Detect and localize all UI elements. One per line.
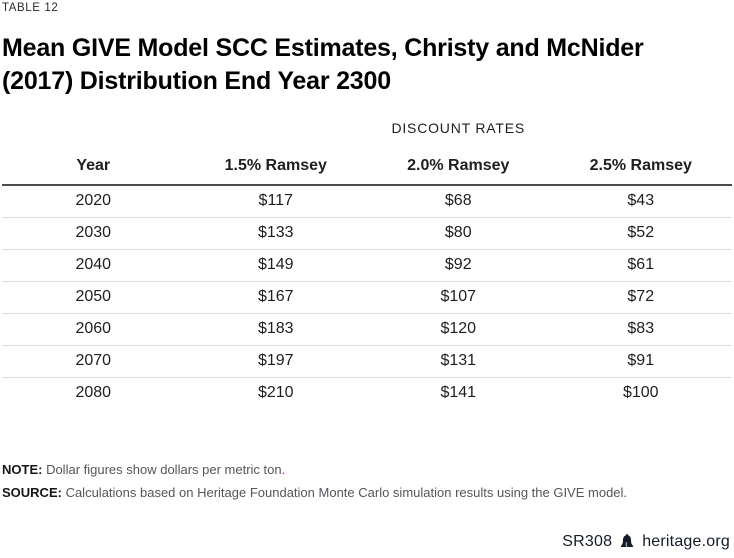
heritage-link[interactable]: heritage.org [642,533,730,550]
source-line: SOURCE: Calculations based on Heritage F… [2,481,732,504]
column-header-row: Year 1.5% Ramsey 2.0% Ramsey 2.5% Ramsey [2,142,732,186]
column-header-ramsey-15: 1.5% Ramsey [184,142,367,186]
year-cell: 2030 [2,217,185,250]
group-header-spacer [2,112,185,142]
year-cell: 2070 [2,345,185,378]
table-row: 2020 $117 $68 $43 [2,185,732,218]
table-number-label: TABLE 12 [2,2,59,14]
value-cell: $80 [367,217,550,250]
scc-estimates-table: DISCOUNT RATES Year 1.5% Ramsey 2.0% Ram… [2,112,732,409]
footer: SR308 heritage.org [562,533,730,551]
table-row: 2070 $197 $131 $91 [2,345,732,378]
note-label: NOTE: [2,462,43,477]
note-period: . [281,462,286,477]
value-cell: $61 [549,249,732,282]
value-cell: $183 [184,313,367,346]
table-row: 2030 $133 $80 $52 [2,217,732,250]
year-cell: 2040 [2,249,185,282]
table-row: 2060 $183 $120 $83 [2,313,732,346]
note-text: Dollar figures show dollars per metric t… [42,462,282,477]
value-cell: $210 [257,384,294,401]
liberty-bell-icon [619,534,635,550]
value-cell: $197 [184,345,367,378]
value-cell: $117 [184,185,367,218]
value-cell: $72 [549,281,732,314]
value-cell: $141 [440,384,477,401]
value-cell: $149 [184,249,367,282]
value-cell: $92 [367,249,550,282]
value-cell: $133 [184,217,367,250]
source-label: SOURCE: [2,485,62,500]
table-body: 2020 $117 $68 $43 2030 $133 $80 $52 2040 $149 $92 $… [2,185,732,409]
column-header-ramsey-20: 2.0% Ramsey [367,142,550,186]
year-cell: 2050 [2,281,185,314]
table-row: 2040 $149 $92 $61 [2,249,732,282]
year-cell: 2080 [75,384,112,401]
value-cell: $91 [549,345,732,378]
value-cell: $68 [367,185,550,218]
group-header-row: DISCOUNT RATES [2,112,732,142]
column-header-year: Year [2,142,185,186]
value-cell: $52 [549,217,732,250]
value-cell: $107 [367,281,550,314]
discount-rates-header: DISCOUNT RATES [391,120,526,136]
value-cell: $120 [367,313,550,346]
value-cell: $131 [367,345,550,378]
value-cell: $83 [549,313,732,346]
value-cell: $100 [622,384,659,401]
year-cell: 2060 [2,313,185,346]
report-id: SR308 [562,533,613,550]
page-title: Mean GIVE Model SCC Estimates, Christy a… [2,34,644,95]
value-cell: $43 [549,185,732,218]
notes-block: NOTE: Dollar figures show dollars per me… [2,458,732,504]
value-cell: $167 [184,281,367,314]
year-cell: 2020 [2,185,185,218]
table-row: 2080 $210 $141 $100 [2,378,732,410]
note-line: NOTE: Dollar figures show dollars per me… [2,458,732,481]
source-text: Calculations based on Heritage Foundatio… [61,485,628,500]
column-header-ramsey-25: 2.5% Ramsey [549,142,732,186]
table-row: 2050 $167 $107 $72 [2,281,732,314]
